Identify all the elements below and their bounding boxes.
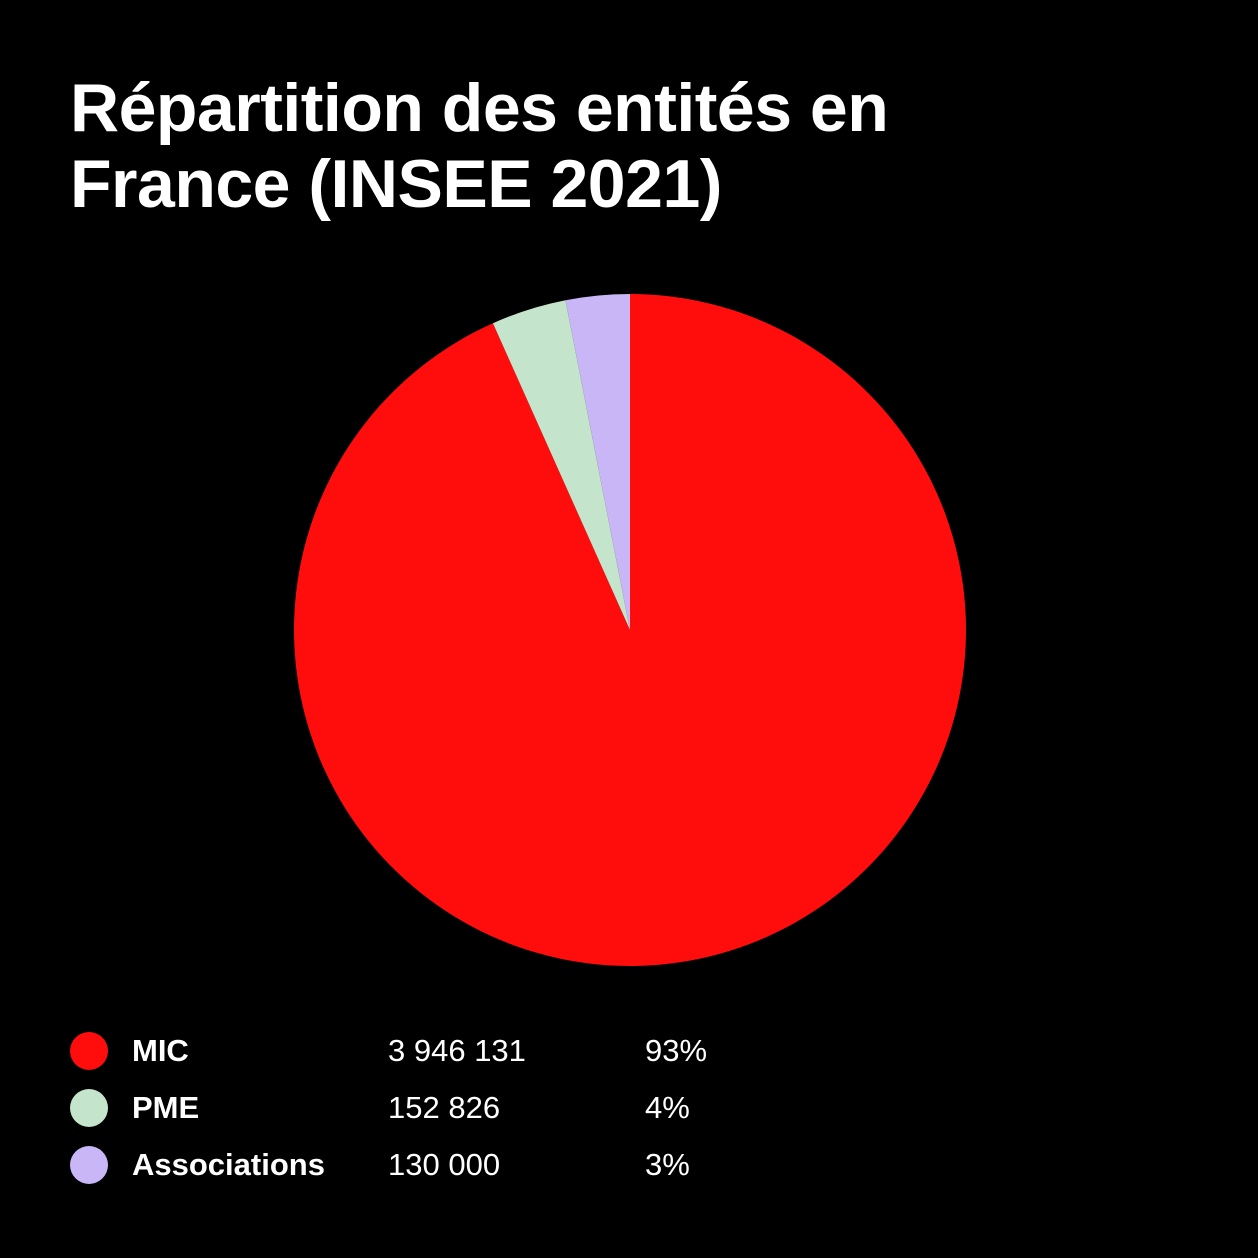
legend-value-mic: 3 946 131 — [388, 1033, 526, 1068]
pie-slice-pme — [492, 300, 630, 630]
legend-label-mic: MIC — [132, 1033, 189, 1068]
legend-swatch-associations — [70, 1146, 108, 1184]
legend: MIC 3 946 131 93% PME 152 826 4% Associa… — [70, 1023, 870, 1194]
chart-title: Répartition des entités en France (INSEE… — [70, 70, 1070, 222]
legend-swatch-pme — [70, 1089, 108, 1127]
legend-label-associations: Associations — [132, 1147, 325, 1182]
legend-label-pme: PME — [132, 1090, 200, 1125]
chart-title-line-2: France (INSEE 2021) — [70, 146, 722, 222]
legend-value-associations: 130 000 — [388, 1147, 501, 1182]
legend-percent-pme: 4% — [645, 1090, 690, 1125]
pie-slice-associations — [565, 294, 630, 630]
legend-swatch-mic — [70, 1032, 108, 1070]
legend-value-pme: 152 826 — [388, 1090, 501, 1125]
legend-percent-associations: 3% — [645, 1147, 690, 1182]
legend-percent-mic: 93% — [645, 1033, 708, 1068]
chart-title-line-1: Répartition des entités en — [70, 70, 889, 146]
legend-item-associations: Associations 130 000 3% — [70, 1137, 870, 1194]
legend-item-pme: PME 152 826 4% — [70, 1080, 870, 1137]
legend-item-mic: MIC 3 946 131 93% — [70, 1023, 870, 1080]
